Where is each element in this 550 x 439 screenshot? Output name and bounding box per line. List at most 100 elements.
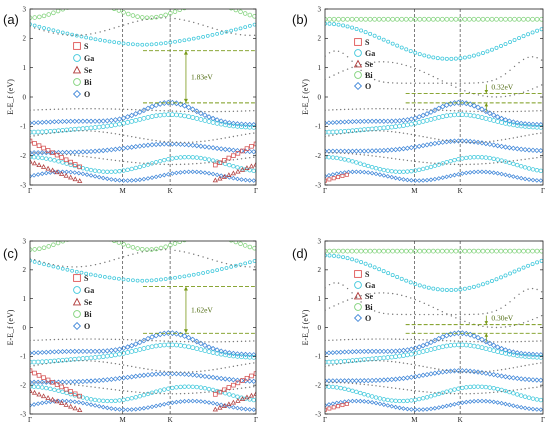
ga-band-marker <box>248 24 252 28</box>
ga-band-marker <box>526 395 532 400</box>
ga-band-marker <box>480 50 485 55</box>
se-band-marker <box>212 406 218 412</box>
o-band-marker <box>149 175 155 181</box>
o-band-marker <box>424 177 430 183</box>
o-band-marker <box>455 99 462 106</box>
grey-band-dot <box>179 371 182 373</box>
y-tick-label: 2 <box>23 35 27 43</box>
o-band-marker <box>76 400 82 405</box>
o-band-marker <box>39 349 45 355</box>
grey-band-dot <box>457 110 460 112</box>
grey-band-dot <box>536 157 538 159</box>
legend-marker <box>354 71 362 79</box>
legend-item-ga: Ga <box>73 54 94 63</box>
ga-band-marker <box>408 351 414 357</box>
bi-band-marker <box>130 245 136 250</box>
grey-band-dot <box>94 360 96 362</box>
grey-band-dot <box>187 141 190 144</box>
grey-band-dot <box>346 287 349 290</box>
bi-band-marker <box>444 248 450 254</box>
grey-band-dot <box>41 152 43 154</box>
ga-band-marker <box>233 263 238 268</box>
grey-band-dot <box>379 338 381 340</box>
bi-band-marker <box>367 16 373 22</box>
ga-band-marker <box>129 119 135 124</box>
o-band-marker <box>153 371 159 377</box>
o-band-marker <box>198 399 204 404</box>
grey-band-dot <box>163 110 165 112</box>
ga-band-marker <box>522 165 528 170</box>
grey-band-dot <box>49 362 52 364</box>
grey-band-dot <box>216 390 218 392</box>
grey-band-dot <box>57 108 60 110</box>
ga-band-marker <box>190 115 196 120</box>
o-band-marker <box>487 371 493 377</box>
grey-band-dot <box>211 259 214 261</box>
bi-band-marker <box>354 16 359 22</box>
o-band-marker <box>456 171 461 177</box>
grey-band-dot <box>33 152 35 154</box>
ga-band-marker <box>385 168 390 173</box>
bi-band-marker <box>358 248 364 254</box>
o-band-marker <box>185 104 192 111</box>
ga-band-marker <box>84 125 90 131</box>
o-band-marker <box>242 351 249 358</box>
grey-band-dot <box>450 315 453 317</box>
o-band-marker <box>30 403 33 408</box>
grey-band-dot <box>394 361 397 363</box>
o-band-marker <box>463 399 469 405</box>
grey-band-dot <box>171 141 174 143</box>
grey-band-dot <box>402 159 405 161</box>
grey-band-dot <box>333 305 335 307</box>
grey-band-dot <box>359 338 362 340</box>
o-band-marker <box>506 118 513 124</box>
plot-area <box>30 9 256 185</box>
o-band-marker <box>31 402 37 407</box>
bi-band-marker <box>130 13 136 18</box>
grey-band-dot <box>509 301 511 303</box>
ga-band-marker <box>92 355 98 360</box>
grey-band-dot <box>108 260 111 262</box>
grey-band-dot <box>74 360 76 362</box>
o-band-marker <box>373 118 379 124</box>
grey-band-dot <box>86 108 88 110</box>
grey-band-dot <box>473 141 475 144</box>
grey-band-dot <box>342 301 344 303</box>
o-band-marker <box>325 403 328 408</box>
grey-band-dot <box>114 133 117 135</box>
o-band-marker <box>377 118 383 124</box>
y-tick-label: 1 <box>23 64 27 72</box>
grey-band-dot <box>90 338 92 340</box>
grey-band-dot <box>422 339 424 341</box>
grey-band-dot <box>110 159 113 161</box>
bi-band-marker <box>65 9 70 10</box>
grey-band-dot <box>477 94 480 96</box>
ga-band-marker <box>80 126 86 131</box>
legend-item-ga: Ga <box>354 49 375 58</box>
grey-band-dot <box>496 369 499 372</box>
o-band-marker <box>52 399 57 404</box>
ga-band-marker <box>56 29 60 34</box>
legend-label: S <box>84 42 89 51</box>
ga-band-marker <box>239 166 244 171</box>
ga-band-marker <box>166 157 171 162</box>
grey-band-dot <box>333 50 335 52</box>
bi-band-marker <box>46 12 51 17</box>
bi-band-marker <box>494 248 499 254</box>
o-band-marker <box>218 118 224 124</box>
ga-band-marker <box>338 156 343 161</box>
ga-band-marker <box>456 157 461 162</box>
grey-band-dot <box>485 141 487 143</box>
ga-band-marker <box>88 36 93 41</box>
o-band-marker <box>530 406 536 412</box>
legend-marker <box>73 78 81 86</box>
grey-band-dot <box>442 109 444 112</box>
grey-band-dot <box>131 108 133 111</box>
grey-band-dot <box>459 313 462 316</box>
o-band-marker <box>157 371 163 377</box>
grey-band-dot <box>477 392 479 395</box>
o-band-marker <box>389 118 395 124</box>
grey-band-dot <box>438 339 440 342</box>
grey-band-dot <box>196 370 198 373</box>
grey-band-dot <box>493 140 495 142</box>
